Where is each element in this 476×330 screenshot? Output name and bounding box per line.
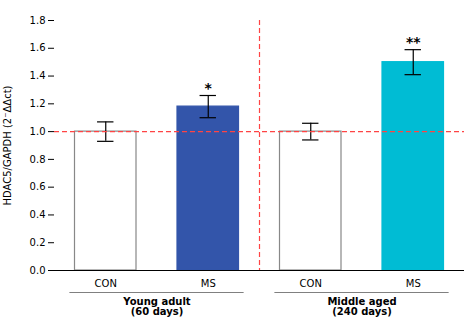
svg-text:0.8: 0.8 (30, 154, 46, 165)
svg-text:Young adult(60 days): Young adult(60 days) (122, 296, 191, 317)
svg-text:MS: MS (406, 278, 421, 289)
svg-text:**: ** (406, 34, 421, 50)
svg-text:CON: CON (300, 278, 322, 289)
svg-text:1.4: 1.4 (30, 70, 46, 81)
svg-text:0.4: 0.4 (30, 209, 46, 220)
svg-text:HDAC5/GAPDH (2⁻ΔΔct): HDAC5/GAPDH (2⁻ΔΔct) (2, 85, 13, 205)
svg-text:*: * (205, 80, 213, 96)
svg-text:0.0: 0.0 (30, 265, 46, 276)
svg-text:0.2: 0.2 (30, 237, 46, 248)
svg-text:CON: CON (95, 278, 117, 289)
svg-text:Middle aged(240 days): Middle aged(240 days) (327, 296, 396, 317)
svg-text:1.6: 1.6 (30, 42, 46, 53)
svg-text:0.6: 0.6 (30, 181, 46, 192)
svg-text:MS: MS (201, 278, 216, 289)
svg-text:1.8: 1.8 (30, 15, 46, 26)
svg-text:1.0: 1.0 (30, 126, 46, 137)
svg-text:1.2: 1.2 (30, 98, 46, 109)
